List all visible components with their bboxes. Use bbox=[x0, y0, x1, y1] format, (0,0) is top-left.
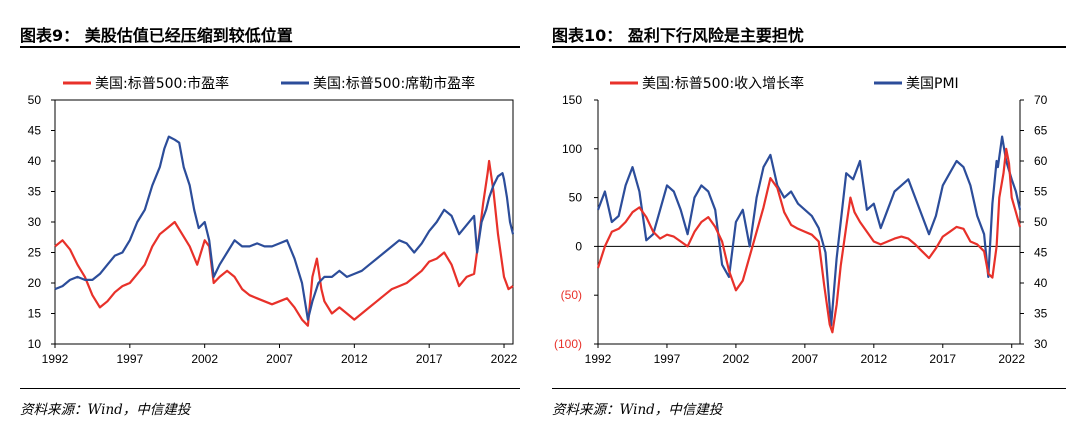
y-left-tick-label: (100) bbox=[554, 337, 582, 351]
y-right-tick-label: 50 bbox=[1034, 215, 1048, 229]
x-tick-label: 2007 bbox=[792, 352, 819, 366]
y-tick-label: 35 bbox=[28, 185, 42, 199]
x-tick-label: 2002 bbox=[723, 352, 750, 366]
left-title-rule bbox=[20, 46, 520, 48]
y-left-tick-label: 150 bbox=[562, 93, 582, 107]
y-right-tick-label: 45 bbox=[1034, 246, 1048, 260]
y-tick-label: 25 bbox=[28, 246, 42, 260]
left-source-note: 资料来源：Wind，中信建投 bbox=[20, 402, 191, 418]
y-tick-label: 10 bbox=[28, 337, 42, 351]
left-figure-title: 图表9： 美股估值已经压缩到较低位置 bbox=[20, 26, 293, 45]
left-chart: 10 15 20 25 30 35 40 45 50 1992 1997 2002 2007 2012 20… bbox=[28, 75, 518, 366]
y-right-tick-label: 70 bbox=[1034, 93, 1048, 107]
right-source-note: 资料来源：Wind，中信建投 bbox=[552, 402, 723, 418]
y-right-tick-label: 65 bbox=[1034, 124, 1048, 138]
legend-label-1: 美国:标普500:席勒市盈率 bbox=[313, 75, 475, 92]
y-right-tick-label: 35 bbox=[1034, 307, 1048, 321]
y-tick-label: 45 bbox=[28, 124, 42, 138]
y-tick-label: 15 bbox=[28, 307, 42, 321]
x-tick-label: 2012 bbox=[860, 352, 887, 366]
left-source-rule bbox=[20, 388, 520, 389]
y-tick-label: 30 bbox=[28, 215, 42, 229]
right-title-rule bbox=[552, 46, 1066, 48]
series-line-1 bbox=[54, 135, 515, 321]
y-right-tick-label: 30 bbox=[1034, 337, 1048, 351]
right-figure-title: 图表10： 盈利下行风险是主要担忧 bbox=[552, 26, 804, 45]
y-right-tick-label: 55 bbox=[1034, 185, 1048, 199]
y-left-tick-label: 0 bbox=[575, 239, 582, 253]
x-tick-label: 2022 bbox=[491, 352, 518, 366]
x-tick-label: 1992 bbox=[42, 352, 69, 366]
x-tick-label: 2012 bbox=[341, 352, 368, 366]
x-tick-label: 1992 bbox=[585, 352, 612, 366]
x-tick-label: 1997 bbox=[116, 352, 143, 366]
right-source-rule bbox=[552, 388, 1066, 389]
plot-frame bbox=[54, 99, 514, 345]
y-left-tick-label: 50 bbox=[569, 191, 583, 205]
x-tick-label: 2002 bbox=[191, 352, 218, 366]
legend-label-0: 美国:标普500:市盈率 bbox=[95, 75, 229, 92]
series-line-pmi bbox=[596, 135, 1022, 327]
y-right-tick-label: 60 bbox=[1034, 154, 1048, 168]
x-tick-label: 2017 bbox=[929, 352, 956, 366]
x-tick-label: 2007 bbox=[266, 352, 293, 366]
right-chart: 150 100 50 0 (50) (100) 70 65 60 55 50 45 40 35 30 1992… bbox=[554, 75, 1048, 366]
x-tick-label: 1997 bbox=[654, 352, 681, 366]
y-tick-label: 40 bbox=[28, 154, 42, 168]
series-line-revenue bbox=[596, 147, 1022, 334]
left-panel: 图表9： 美股估值已经压缩到较低位置 10 15 20 25 30 35 40 45 50 199… bbox=[0, 0, 530, 442]
y-left-tick-label: 100 bbox=[562, 142, 582, 156]
legend-label-0: 美国:标普500:收入增长率 bbox=[642, 75, 804, 92]
series-line-0 bbox=[54, 159, 514, 327]
x-tick-label: 2022 bbox=[998, 352, 1025, 366]
y-left-tick-label: (50) bbox=[561, 288, 582, 302]
x-tick-label: 2017 bbox=[416, 352, 443, 366]
legend-label-1: 美国PMI bbox=[906, 76, 959, 92]
y-tick-label: 50 bbox=[28, 93, 42, 107]
right-panel: 图表10： 盈利下行风险是主要担忧 150 100 50 0 (50) (100) 70 65… bbox=[548, 0, 1080, 442]
y-tick-label: 20 bbox=[28, 276, 42, 290]
y-right-tick-label: 40 bbox=[1034, 276, 1048, 290]
